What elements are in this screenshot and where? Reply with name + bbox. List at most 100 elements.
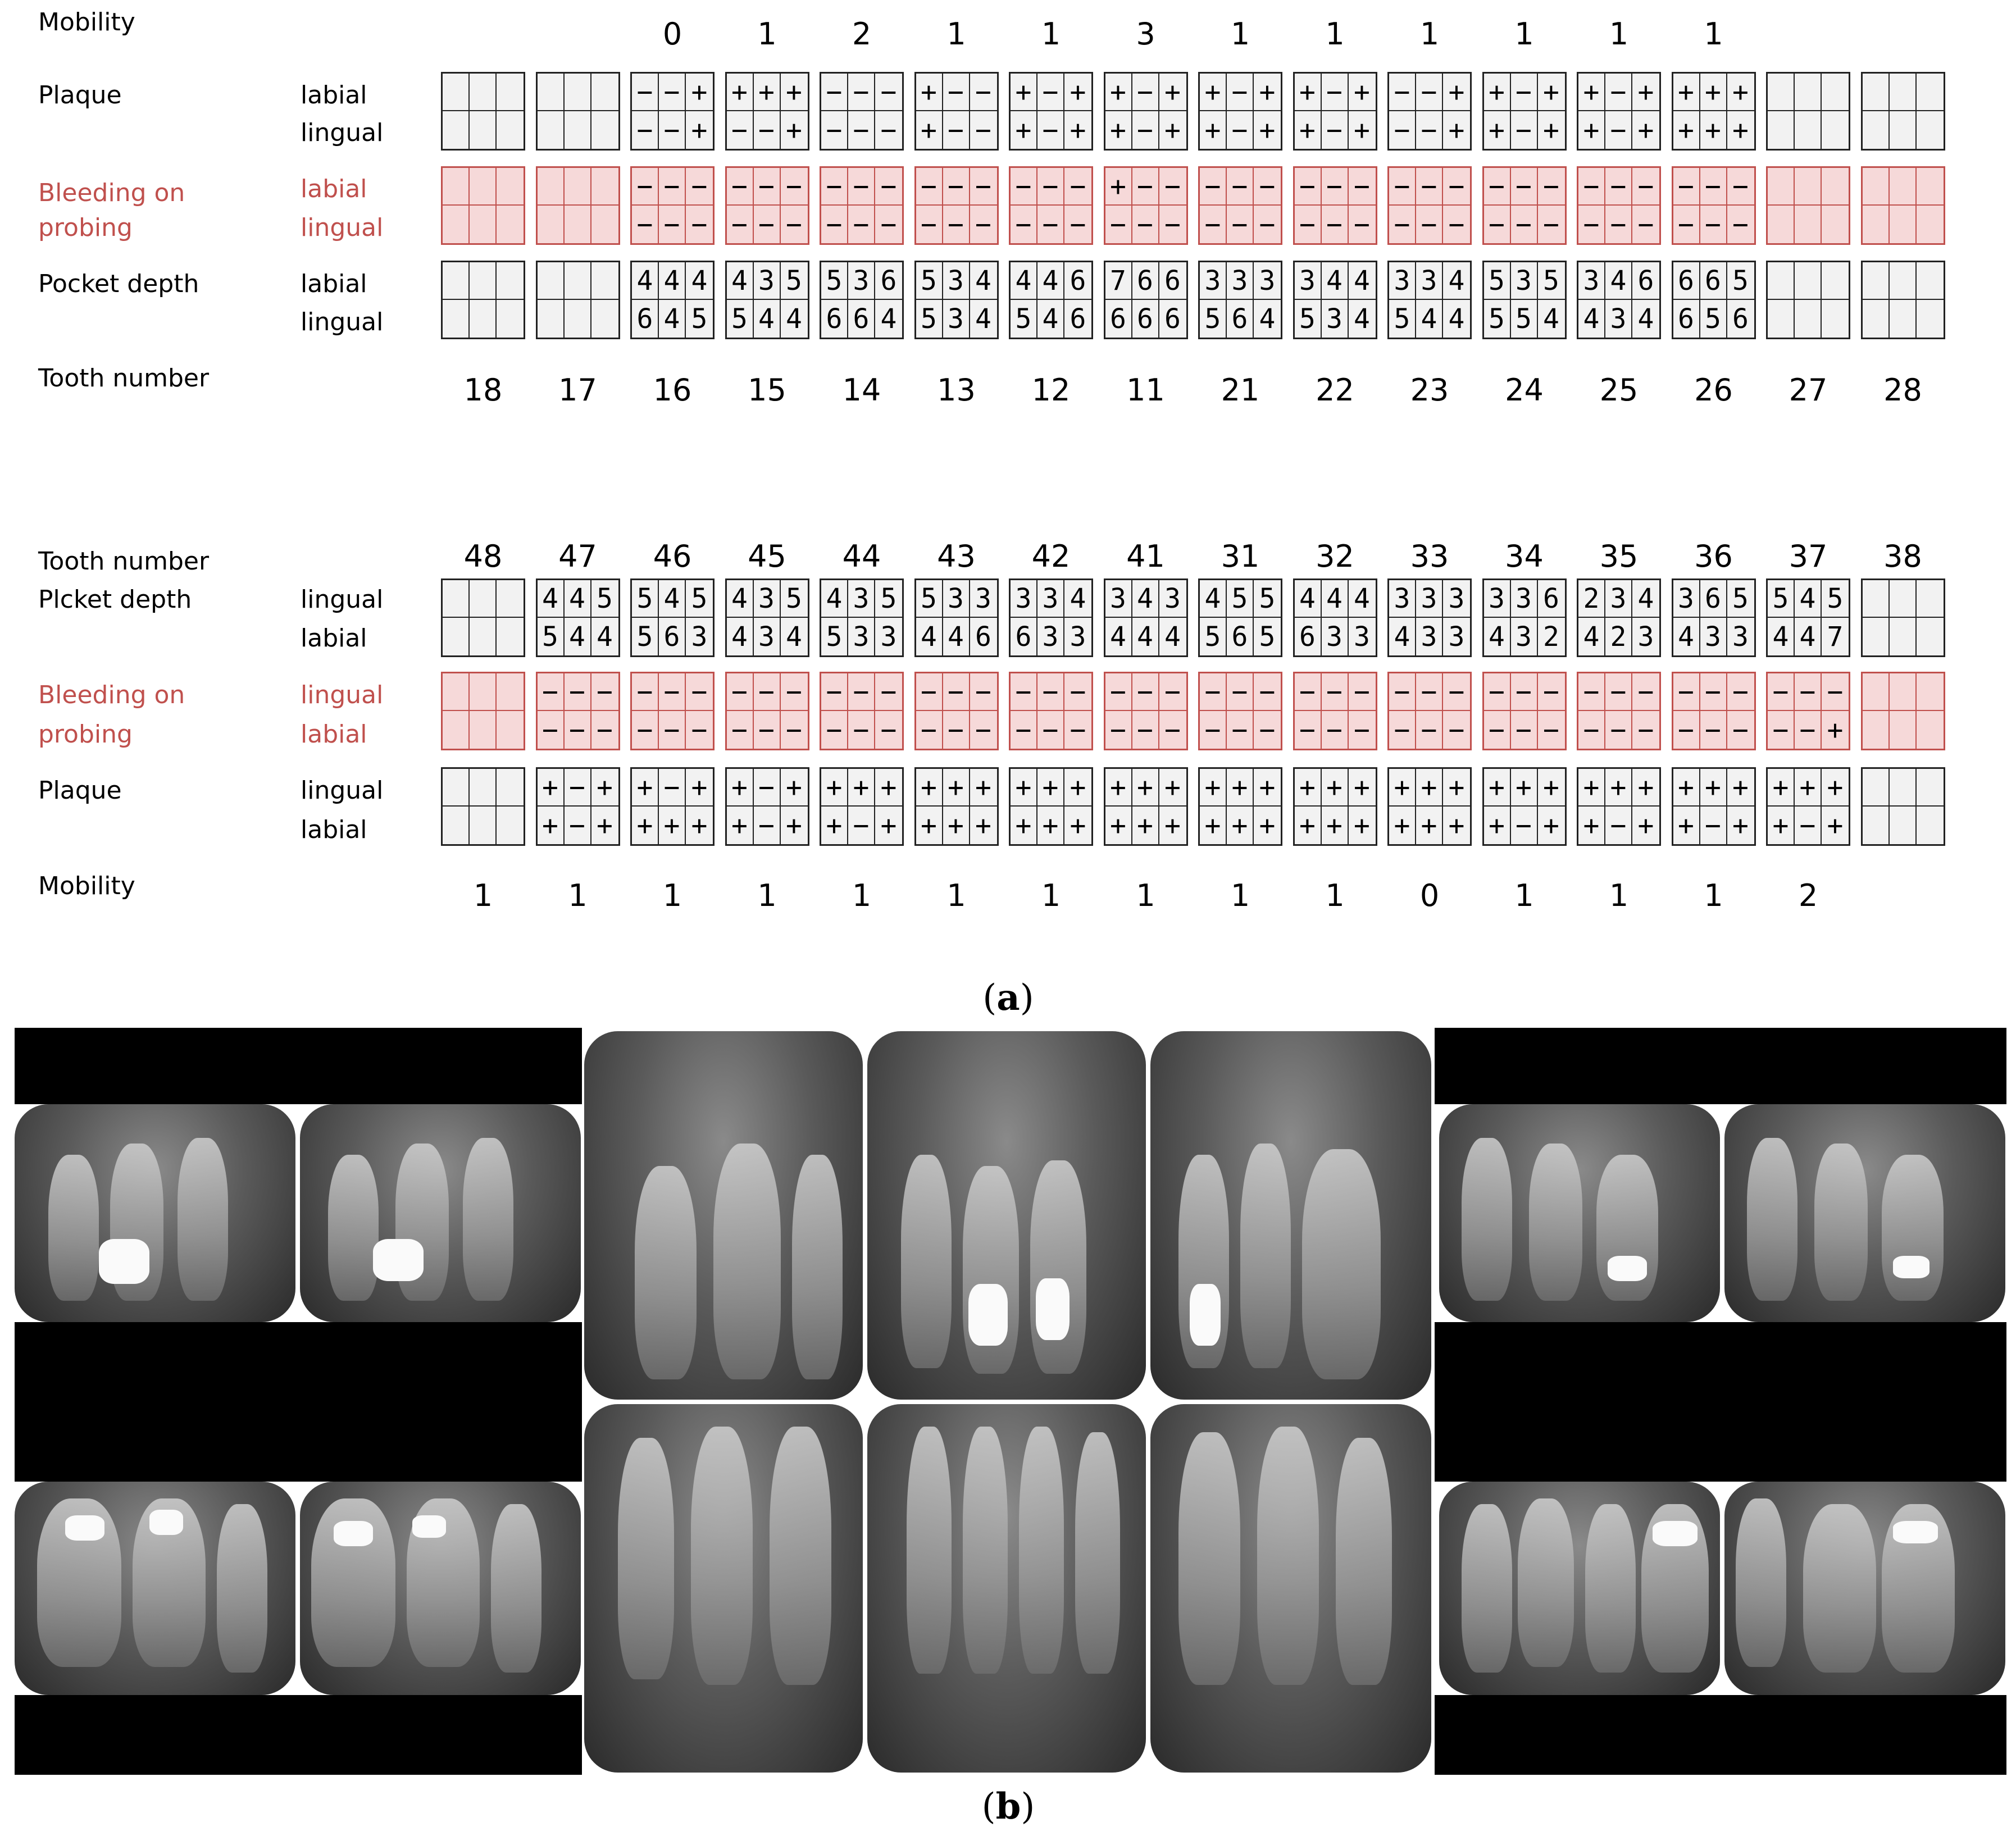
tooth-number: 25 [1599, 372, 1639, 408]
bleeding-grid: − − − − − − [1293, 166, 1377, 245]
plaque-grid-cell [565, 111, 591, 149]
pocket-depth-grid-cell: 4 [565, 618, 591, 655]
plaque-grid-cell: + [786, 114, 802, 146]
tooth-number: 33 [1410, 539, 1449, 574]
plaque-grid-cell: + [1578, 74, 1605, 111]
pocket-depth-grid-cell: 5 [1768, 580, 1795, 618]
bleeding-grid-cell: − [1700, 206, 1727, 243]
pocket-depth-grid-cell: 3 [943, 262, 970, 300]
bleeding-grid-cell: − [1483, 673, 1511, 711]
pocket-depth-grid-cell: 3 [1037, 580, 1064, 618]
bleeding-grid-cell: − [1484, 206, 1511, 243]
pocket-depth-grid-cell [591, 262, 618, 300]
bleeding-grid-cell [1795, 168, 1822, 206]
pocket-depth-grid-cell: 3 [754, 618, 781, 655]
pocket-depth-grid-cell: 6 [632, 300, 659, 338]
bleeding-grid: − − − − − − [725, 166, 809, 245]
pocket-depth-grid-cell: 3 [943, 580, 970, 618]
radiograph-upper-right-canine [584, 1031, 863, 1400]
pocket-depth-grid-cell: 5 [875, 580, 902, 618]
plaque-grid-cell: + [1443, 74, 1470, 111]
mobility-value: 1 [1609, 878, 1629, 913]
plaque-grid-cell: + [1105, 111, 1132, 149]
pocket-depth-grid-cell: 6 [821, 300, 848, 338]
tooth-number: 11 [1126, 372, 1165, 408]
pocket-depth-grid-cell [1768, 262, 1795, 300]
bleeding-grid-cell: − [1673, 673, 1700, 711]
pocket-depth-grid-cell: 5 [1700, 300, 1727, 338]
mobility-value: 1 [1041, 878, 1061, 913]
radiograph-lower-central-incisors [867, 1404, 1146, 1773]
bleeding-grid-cell: − [1389, 711, 1416, 749]
mobility-value: 1 [1704, 878, 1723, 913]
plaque-grid: + − − + − − [914, 72, 999, 151]
bleeding-grid: − − − − − − [1293, 672, 1377, 750]
bleeding-grid-cell: − [1037, 206, 1064, 243]
bleeding-grid-cell: + [1827, 714, 1844, 746]
plaque-grid-cell: + [1011, 807, 1037, 844]
tooth-number: 44 [842, 539, 881, 574]
plaque-grid-cell: − [880, 114, 897, 146]
pocket-depth-grid-cell: 6 [1732, 303, 1749, 335]
bleeding-grid-cell: − [1254, 168, 1281, 206]
pocket-depth-grid-cell: 4 [1768, 618, 1795, 655]
pocket-depth-grid-cell: 4 [970, 262, 997, 300]
plaque-grid-cell [1862, 769, 1890, 807]
pocket-depth-grid-cell [1863, 300, 1890, 338]
upper-bop-row2-label: lingual [301, 213, 384, 242]
pocket-depth-grid-cell: 3 [1322, 300, 1349, 338]
plaque-grid-cell: − [1227, 111, 1254, 149]
radiograph-lower-right-canine [584, 1404, 863, 1773]
pocket-depth-grid-cell: 6 [1164, 303, 1181, 335]
plaque-grid-cell: − [1605, 111, 1632, 149]
lower-bop-row1-label: lingual [301, 681, 384, 709]
plaque-grid-cell: + [1543, 809, 1559, 841]
plaque-grid [1860, 767, 1945, 846]
plaque-grid-cell: − [821, 111, 848, 149]
pocket-depth-grid-cell: 4 [632, 262, 659, 300]
bleeding-grid: − − − − − − [1198, 166, 1282, 245]
plaque-grid: + − + + − + [1577, 72, 1661, 151]
tooth-number: 43 [937, 539, 976, 574]
pocket-depth-grid-cell: 4 [1543, 303, 1559, 335]
pocket-depth-grid-cell: 5 [1822, 580, 1849, 618]
tooth-number: 35 [1599, 539, 1639, 574]
tooth-number: 41 [1126, 539, 1165, 574]
bleeding-grid-cell: − [975, 208, 991, 240]
plaque-grid-cell: + [632, 769, 659, 807]
bleeding-grid-cell [497, 206, 524, 243]
bleeding-grid-cell: − [1070, 208, 1086, 240]
pocket-depth-grid-cell: 3 [1605, 300, 1632, 338]
bleeding-grid: − − − − − − [1671, 672, 1756, 750]
plaque-grid-cell: + [1070, 114, 1086, 146]
tooth-number: 28 [1883, 372, 1922, 408]
lower-pocket-row2-label: labial [301, 624, 367, 653]
tooth-number: 24 [1505, 372, 1544, 408]
bleeding-grid-cell: − [916, 168, 943, 206]
pocket-depth-grid-cell: 4 [821, 580, 848, 618]
tooth-number: 23 [1410, 372, 1449, 408]
upper-plaque-row1-label: labial [301, 81, 367, 110]
lower-mobility-label: Mobility [38, 872, 135, 900]
plaque-grid-cell: + [659, 807, 686, 844]
plaque-grid-cell: + [916, 807, 943, 844]
plaque-grid-cell: + [1637, 809, 1654, 841]
plaque-grid-cell: − [1605, 807, 1632, 844]
pocket-depth-grid-cell: 4 [880, 303, 897, 335]
bleeding-grid-cell: − [1105, 206, 1132, 243]
plaque-grid-cell: + [727, 807, 754, 844]
bleeding-grid-cell: − [970, 673, 997, 711]
black-filler [1435, 1028, 2006, 1104]
plaque-grid-cell: − [565, 807, 591, 844]
pocket-depth-grid-cell: 5 [686, 580, 713, 618]
plaque-grid-cell: + [1768, 769, 1795, 807]
plaque-grid-cell [1768, 74, 1795, 111]
bleeding-grid-cell: − [1637, 208, 1654, 240]
pocket-depth-grid-cell: 5 [821, 618, 848, 655]
plaque-grid-cell [1889, 74, 1917, 111]
plaque-grid [1766, 72, 1850, 151]
